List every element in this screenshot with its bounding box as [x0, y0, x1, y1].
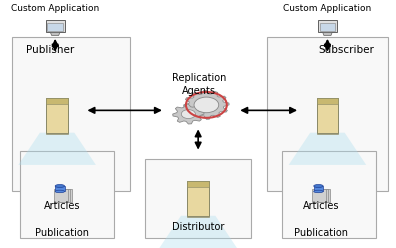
Polygon shape — [18, 133, 96, 165]
FancyBboxPatch shape — [46, 20, 65, 32]
Polygon shape — [173, 104, 204, 124]
FancyBboxPatch shape — [46, 98, 68, 104]
FancyBboxPatch shape — [314, 186, 323, 191]
Text: Publication: Publication — [294, 228, 348, 238]
Circle shape — [194, 97, 219, 113]
FancyBboxPatch shape — [282, 151, 377, 238]
FancyBboxPatch shape — [187, 181, 209, 187]
FancyBboxPatch shape — [312, 189, 326, 202]
Ellipse shape — [55, 185, 65, 187]
Text: Articles: Articles — [303, 201, 339, 211]
FancyBboxPatch shape — [320, 23, 335, 31]
Text: Subscriber: Subscriber — [318, 45, 375, 55]
FancyBboxPatch shape — [55, 189, 70, 202]
FancyBboxPatch shape — [316, 189, 330, 202]
FancyBboxPatch shape — [46, 133, 68, 134]
FancyBboxPatch shape — [46, 98, 68, 133]
Polygon shape — [289, 133, 366, 165]
FancyBboxPatch shape — [145, 159, 251, 238]
FancyBboxPatch shape — [187, 181, 209, 216]
FancyBboxPatch shape — [48, 23, 63, 31]
Text: Articles: Articles — [44, 201, 80, 211]
Polygon shape — [159, 216, 237, 248]
Polygon shape — [323, 32, 332, 35]
Ellipse shape — [314, 185, 323, 187]
Ellipse shape — [55, 190, 65, 193]
Text: Distributor: Distributor — [172, 222, 225, 232]
Text: Replication
Agents: Replication Agents — [172, 73, 227, 96]
FancyBboxPatch shape — [53, 189, 68, 202]
Text: Publisher: Publisher — [26, 45, 74, 55]
FancyBboxPatch shape — [317, 98, 338, 133]
FancyBboxPatch shape — [20, 151, 114, 238]
FancyBboxPatch shape — [314, 189, 328, 202]
FancyBboxPatch shape — [57, 189, 72, 202]
Text: Custom Application: Custom Application — [11, 4, 99, 13]
Ellipse shape — [314, 190, 323, 193]
Polygon shape — [50, 32, 60, 35]
FancyBboxPatch shape — [187, 216, 209, 217]
FancyBboxPatch shape — [317, 133, 338, 134]
FancyBboxPatch shape — [317, 98, 338, 104]
FancyBboxPatch shape — [267, 37, 388, 191]
FancyBboxPatch shape — [318, 20, 337, 32]
Polygon shape — [184, 91, 229, 119]
FancyBboxPatch shape — [12, 37, 129, 191]
Text: Custom Application: Custom Application — [283, 4, 371, 13]
Text: Publication: Publication — [35, 228, 89, 238]
FancyBboxPatch shape — [55, 186, 65, 191]
Circle shape — [181, 110, 195, 119]
